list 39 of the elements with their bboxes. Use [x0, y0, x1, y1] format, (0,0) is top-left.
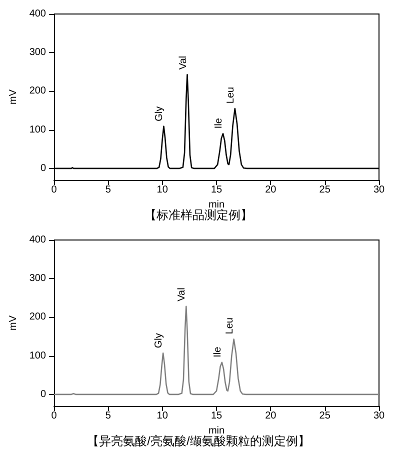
x-tick-label: 10 [156, 184, 168, 196]
annotation: Val [178, 56, 189, 70]
x-tick-label: 15 [210, 410, 222, 422]
y-tick-label: 200 [29, 312, 46, 323]
annotation: Gly [154, 106, 166, 122]
x-tick-label: 20 [265, 410, 277, 422]
x-tick-label: 30 [373, 410, 385, 422]
y-tick-label: 0 [40, 388, 46, 400]
y-tick-label: 300 [29, 273, 46, 284]
annotation: Leu [224, 318, 236, 334]
x-tick-label: 30 [373, 184, 385, 196]
annotation: Val [176, 288, 188, 302]
x-tick-label: 15 [210, 184, 222, 196]
y-axis-title: mV [8, 315, 19, 330]
annotation: Leu [225, 86, 236, 104]
y-tick-label: 400 [29, 8, 46, 20]
x-axis-title: min [208, 199, 225, 210]
y-tick-label: 300 [29, 47, 46, 58]
y-axis-title: mV [8, 89, 19, 104]
annotation: Ile [214, 118, 224, 129]
x-tick-label: 25 [319, 410, 331, 422]
annotation: Ile [212, 346, 224, 358]
x-tick-label: 5 [105, 410, 112, 422]
y-tick-label: 0 [40, 162, 46, 174]
x-tick-label: 0 [51, 410, 58, 422]
x-tick-label: 0 [51, 184, 58, 196]
x-tick-label: 25 [319, 184, 331, 196]
x-tick-label: 5 [105, 184, 112, 196]
annotation: Gly [154, 333, 165, 348]
y-tick-label: 200 [29, 86, 46, 97]
y-tick-label: 400 [29, 234, 46, 246]
text: 【标准样品测定例】 [144, 208, 252, 222]
text: 【异亮氨酸/亮氨酸/缬氨酸颗粒的测定例】 [87, 434, 310, 448]
x-tick-label: 10 [156, 410, 168, 422]
y-tick-label: 100 [29, 350, 46, 362]
line-series [53, 306, 380, 396]
y-tick-label: 100 [29, 124, 46, 136]
x-tick-label: 20 [265, 184, 277, 196]
x-axis-title: min [208, 425, 225, 436]
